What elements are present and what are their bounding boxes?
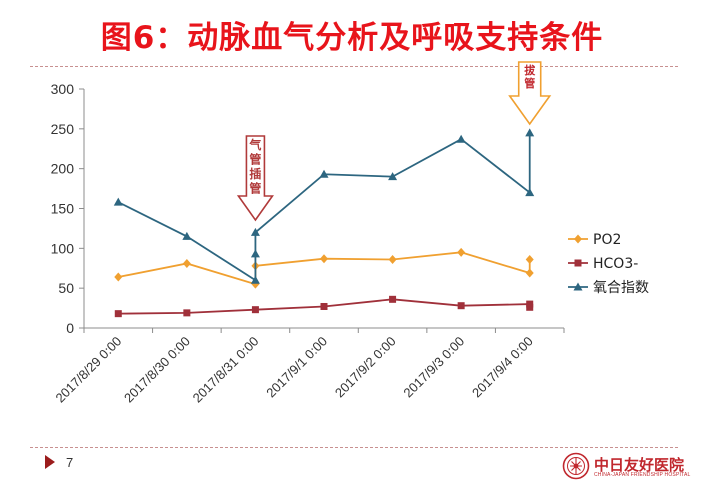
page-number: 7	[66, 455, 74, 470]
legend-item: PO2	[568, 232, 621, 248]
series-2	[113, 128, 535, 284]
y-tick-label: 200	[51, 161, 75, 177]
data-point	[182, 258, 191, 268]
data-point	[525, 128, 535, 137]
x-tick-label: 2017/9/2 0:00	[332, 334, 399, 401]
intubation-annotation-arrow-icon	[236, 135, 274, 222]
x-tick-label: 2017/8/31 0:00	[190, 334, 262, 406]
x-tick-label: 2017/9/4 0:00	[469, 334, 536, 401]
legend-marker	[574, 259, 582, 267]
extubation-annotation-label-char: 管	[524, 76, 535, 90]
hospital-logo-icon	[562, 452, 590, 480]
data-point	[320, 254, 328, 264]
data-point	[250, 275, 260, 284]
legend-label: 氧合指数	[593, 280, 649, 296]
hospital-name-en: CHINA-JAPAN FRIENDSHIP HOSPITAL	[594, 472, 691, 478]
series-1	[114, 295, 534, 318]
data-point	[526, 303, 534, 311]
data-point	[319, 169, 329, 178]
x-tick-label: 2017/9/1 0:00	[263, 334, 330, 401]
y-tick-label: 300	[51, 81, 75, 97]
series-line	[117, 132, 531, 282]
data-point	[456, 134, 466, 143]
extubation-annotation-label-char: 拔	[524, 63, 536, 77]
series-0	[114, 247, 534, 289]
title-divider	[30, 66, 678, 67]
data-point	[525, 188, 535, 197]
page-marker-icon	[45, 455, 55, 469]
data-point	[183, 309, 191, 317]
chart-series	[113, 128, 535, 318]
y-tick-label: 100	[51, 240, 75, 256]
intubation-annotation-label-char: 管	[249, 152, 261, 167]
extubation-annotation: 拔管	[508, 61, 552, 126]
data-point	[320, 302, 328, 310]
legend-label: PO2	[593, 232, 621, 248]
x-tick-label: 2017/9/3 0:00	[400, 334, 467, 401]
data-point	[525, 254, 534, 264]
y-tick-label: 0	[66, 320, 74, 336]
hospital-name: 中日友好医院	[594, 456, 685, 474]
intubation-annotation-label-char: 插	[249, 166, 261, 181]
data-point	[389, 295, 397, 303]
legend-item: HCO3-	[568, 256, 638, 272]
data-point	[182, 231, 192, 240]
legend-marker	[574, 234, 582, 244]
y-tick-label: 50	[58, 280, 74, 296]
data-point	[388, 172, 398, 181]
chart-legend: PO2 HCO3- 氧合指数	[568, 232, 649, 296]
data-point	[114, 272, 123, 282]
legend-marker	[573, 282, 583, 291]
x-tick-label: 2017/8/30 0:00	[121, 334, 193, 406]
data-point	[113, 197, 123, 206]
data-point	[251, 306, 259, 314]
data-point	[525, 268, 534, 278]
footer-divider	[30, 447, 678, 448]
chart-axes	[83, 89, 564, 329]
slide-title: 图6：动脉血气分析及呼吸支持条件	[100, 20, 604, 56]
extubation-annotation-arrow-icon	[508, 61, 552, 126]
data-point	[250, 227, 260, 236]
data-point	[250, 249, 260, 258]
legend-item: 氧合指数	[568, 280, 649, 296]
y-tick-label: 250	[51, 121, 75, 137]
x-tick-label: 2017/8/29 0:00	[52, 334, 124, 406]
legend-label: HCO3-	[593, 256, 638, 272]
y-axis-ticks: 0 50 100 150 200 250 300	[51, 81, 84, 336]
series-line	[118, 298, 531, 315]
intubation-annotation-label-char: 气	[248, 137, 261, 152]
data-point	[388, 254, 397, 264]
data-point	[457, 302, 465, 310]
intubation-annotation-label-char: 管	[249, 181, 261, 196]
y-tick-label: 150	[51, 201, 75, 217]
data-point	[457, 247, 466, 257]
data-point	[114, 310, 122, 318]
